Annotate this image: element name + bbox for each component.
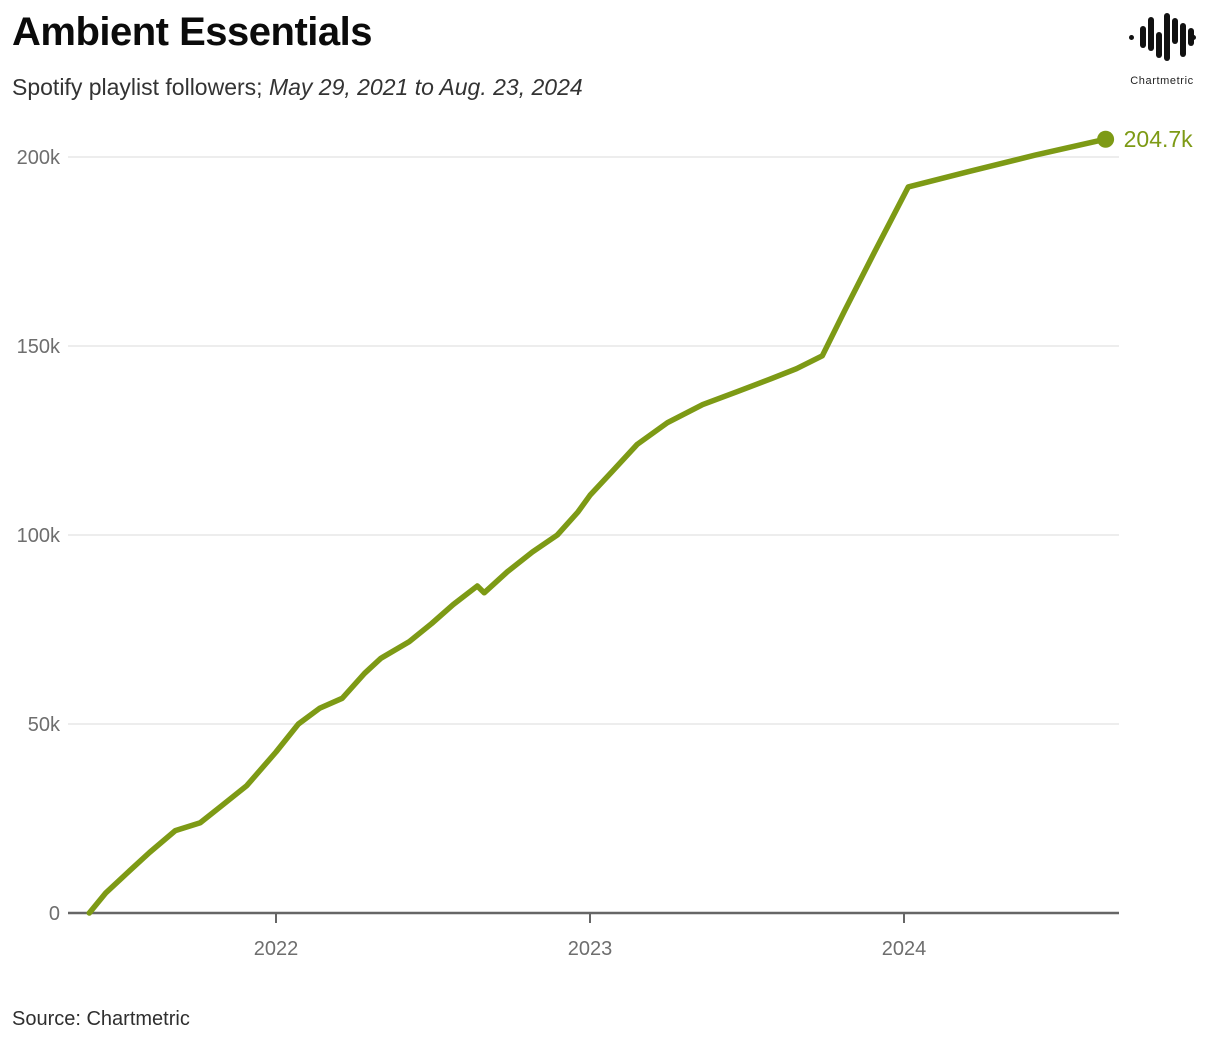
end-value-label: 204.7k xyxy=(1124,126,1194,152)
y-tick-label: 0 xyxy=(49,903,60,925)
chartmetric-waveform-icon xyxy=(1129,13,1196,61)
x-tick-label: 2023 xyxy=(568,938,613,960)
x-tick-label: 2024 xyxy=(882,938,927,960)
logo-caption: Chartmetric xyxy=(1130,75,1194,87)
y-tick-label: 150k xyxy=(17,336,61,358)
y-tick-label: 100k xyxy=(17,525,61,547)
y-tick-label: 200k xyxy=(17,147,61,169)
end-point-dot xyxy=(1097,130,1115,148)
source-credit: Source: Chartmetric xyxy=(12,1008,190,1030)
page-title: Ambient Essentials xyxy=(12,10,373,54)
subtitle-text: Spotify playlist followers; xyxy=(12,74,269,100)
chart-subtitle: Spotify playlist followers; May 29, 2021… xyxy=(12,74,583,101)
y-tick-label: 50k xyxy=(28,714,61,736)
chartmetric-logo: Chartmetric xyxy=(1114,8,1210,87)
followers-line xyxy=(86,136,1109,916)
subtitle-date-range: May 29, 2021 to Aug. 23, 2024 xyxy=(268,74,583,100)
x-tick-label: 2022 xyxy=(254,938,299,960)
